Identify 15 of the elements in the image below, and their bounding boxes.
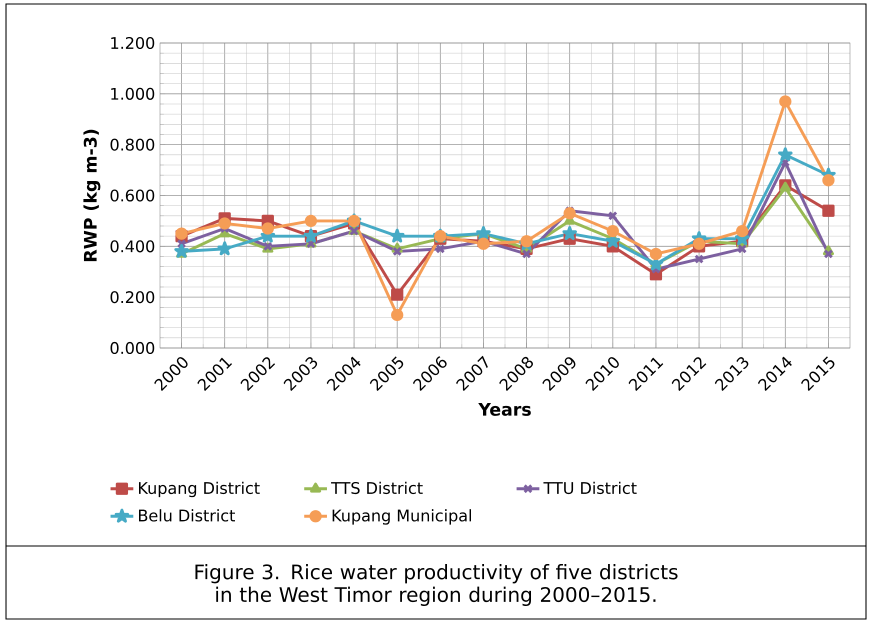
y-tick-label: 0.800 bbox=[110, 138, 154, 151]
y-tick-label: 0.200 bbox=[110, 291, 154, 304]
legend-label: Belu District bbox=[139, 509, 236, 522]
legend-label: Kupang District bbox=[139, 482, 260, 498]
y-tick-label: 1.200 bbox=[111, 36, 154, 50]
y-axis-title: RWP (kg m-3) bbox=[83, 130, 100, 262]
caption: Figure 3. Rice water productivity of five districts in the West Timor region during 2000–2015. bbox=[195, 564, 678, 606]
x-axis-title: Years bbox=[478, 403, 531, 416]
y-tick-label: 0.600 bbox=[110, 189, 154, 202]
legend-label: Kupang Municipal bbox=[332, 509, 472, 525]
y-tick-label: 1.000 bbox=[111, 88, 154, 100]
y-tick-label: 0.400 bbox=[110, 240, 154, 252]
y-tick-label: 0.000 bbox=[110, 342, 154, 354]
legend-label: TTU District bbox=[543, 482, 637, 494]
legend-label: TTS District bbox=[331, 482, 423, 494]
